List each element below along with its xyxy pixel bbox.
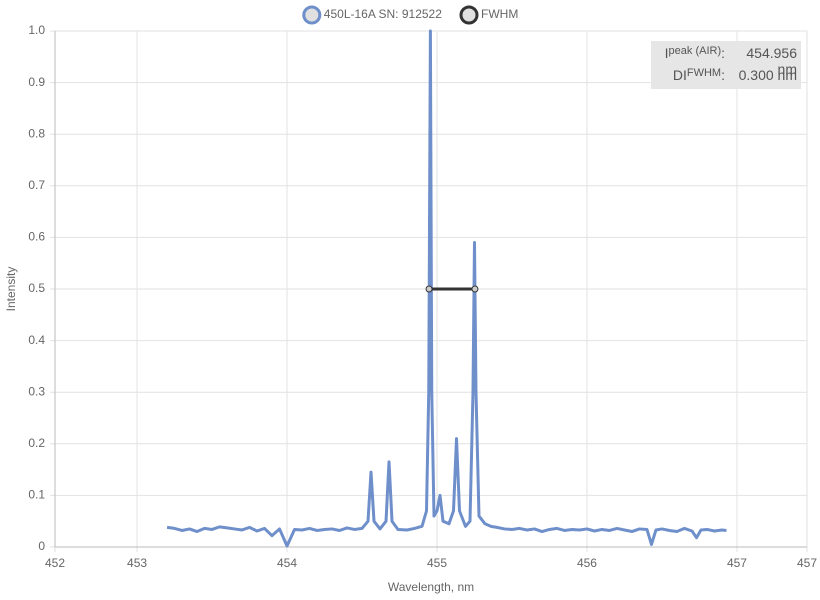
y-tick-label: 1.0: [28, 23, 45, 37]
x-tick-label: 457: [727, 556, 747, 570]
annotation-row: DI FWHM:0.300 nm: [673, 67, 797, 83]
legend-swatch: [302, 5, 322, 25]
y-tick-label: 0.4: [28, 333, 45, 347]
x-tick-label: 453: [127, 556, 147, 570]
x-tick-label: 454: [277, 556, 297, 570]
y-tick-label: 0.6: [28, 230, 45, 244]
y-tick-label: 0.1: [28, 488, 45, 502]
annotation-value: 0.300 nm: [738, 67, 797, 83]
x-tick-label: 455: [427, 556, 447, 570]
y-tick-label: 0.3: [28, 384, 45, 398]
y-tick-label: 0.5: [28, 281, 45, 295]
legend-label: FWHM: [481, 7, 518, 21]
series-line: [166, 29, 727, 548]
annotation-sep: :: [721, 45, 725, 61]
legend-label: 450L-16A SN: 912522: [324, 7, 442, 21]
point: [471, 285, 479, 293]
x-tick-label: 457: [797, 556, 817, 570]
annotation-label: I: [664, 45, 669, 61]
y-tick-label: 0.7: [28, 178, 45, 192]
y-tick-label: 0: [38, 539, 45, 553]
annotation-value: 454.956 nm: [746, 45, 797, 77]
y-axis-label: Intensity: [4, 267, 18, 312]
legend-swatch: [459, 5, 479, 25]
point: [425, 285, 433, 293]
x-axis-label: Wavelength, nm: [388, 580, 474, 594]
annotation-sub: peak (AIR): [668, 45, 722, 57]
x-tick-label: 456: [577, 556, 597, 570]
x-tick-label: 452: [45, 556, 65, 570]
annotation-sep: :: [721, 67, 725, 83]
y-tick-label: 0.9: [28, 75, 45, 89]
annotation-sub: FWHM: [686, 67, 722, 79]
y-tick-label: 0.8: [28, 126, 45, 140]
y-tick-label: 0.2: [28, 436, 45, 450]
annotation-label: DI: [672, 67, 687, 83]
